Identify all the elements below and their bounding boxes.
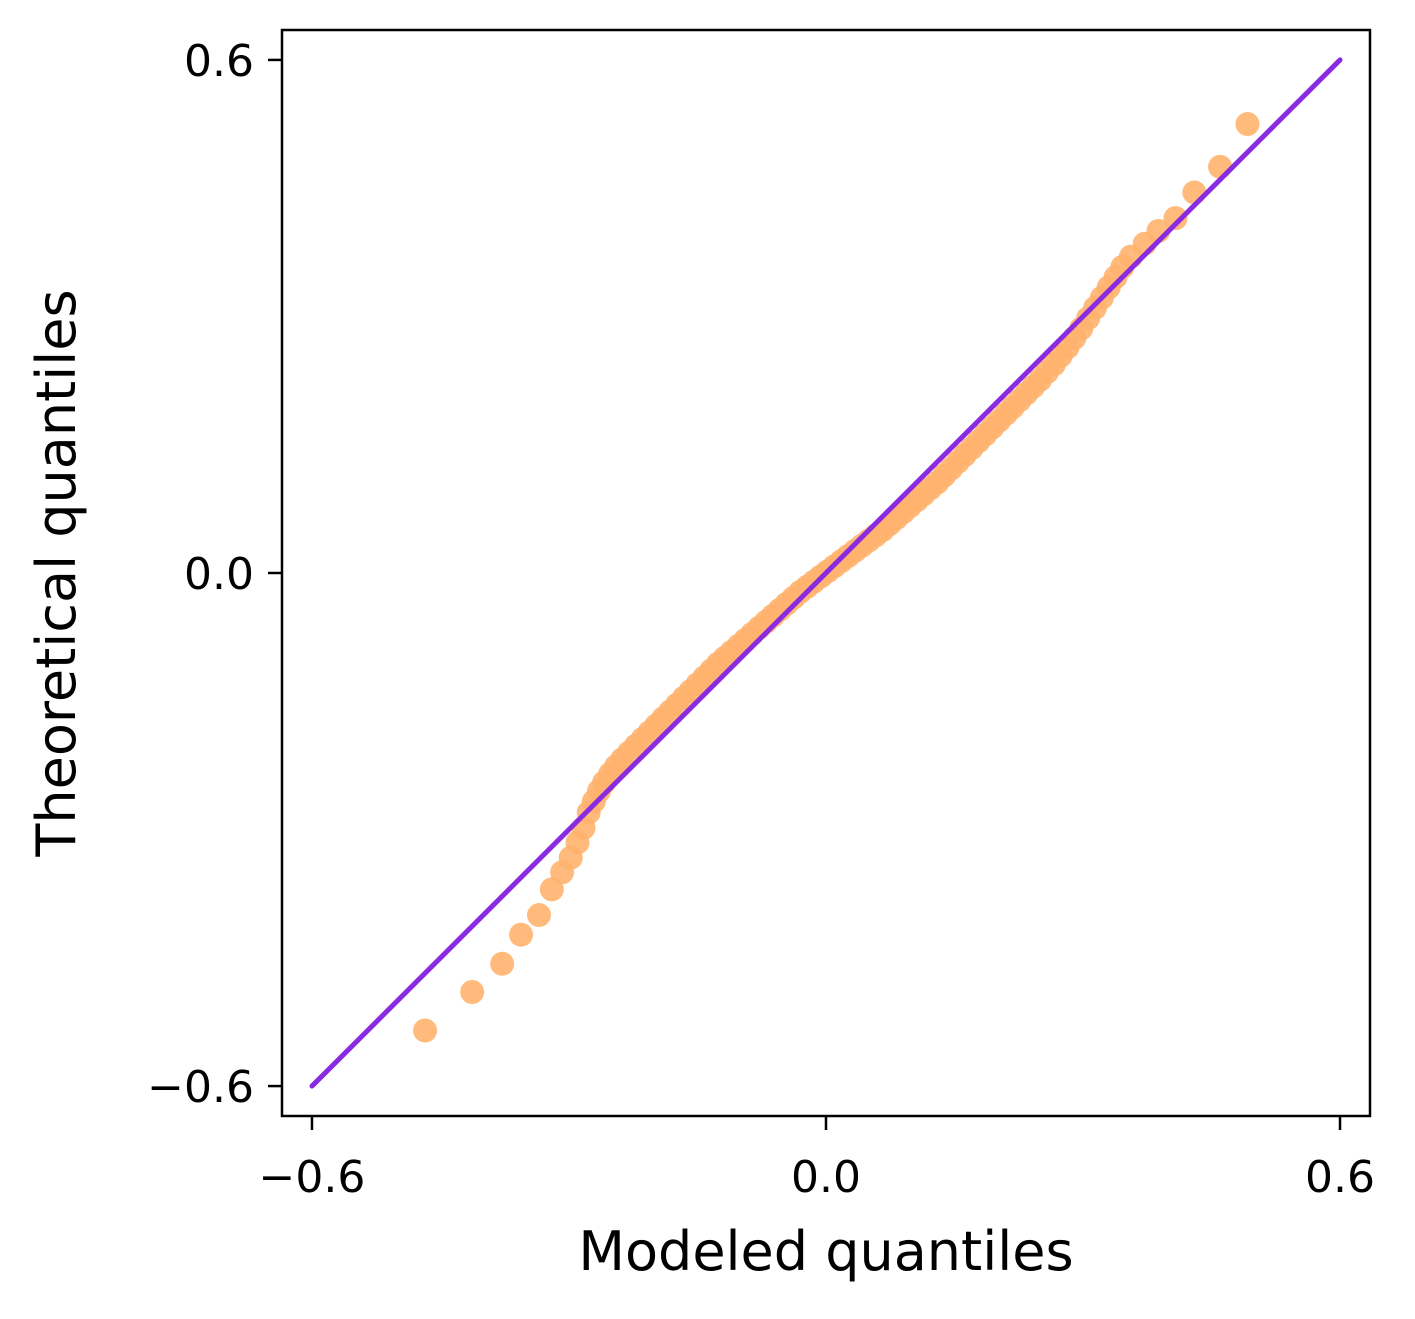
x-tick-label: 0.0	[791, 1152, 861, 1203]
data-points	[413, 112, 1260, 1043]
data-point	[1208, 154, 1233, 179]
data-point	[490, 951, 515, 976]
axis-ticks: −0.6 0.0 0.6 −0.6 0.0 0.6	[147, 36, 1375, 1203]
data-point	[509, 922, 534, 947]
data-point	[527, 903, 552, 928]
data-point	[460, 980, 485, 1005]
y-tick-label: −0.6	[147, 1062, 254, 1113]
x-tick-label: −0.6	[259, 1152, 366, 1203]
reference-line	[309, 57, 1343, 1089]
data-point	[1163, 206, 1188, 231]
y-tick-label: 0.0	[184, 549, 254, 600]
data-point	[1235, 112, 1260, 137]
data-point	[413, 1018, 438, 1043]
data-point	[1182, 180, 1207, 205]
reference-line-layer	[309, 57, 1343, 1089]
y-tick-label: 0.6	[184, 36, 254, 87]
y-axis-label: Theoretical quantiles	[25, 289, 88, 857]
x-tick-label: 0.6	[1305, 1152, 1375, 1203]
x-axis-label: Modeled quantiles	[578, 1220, 1073, 1283]
